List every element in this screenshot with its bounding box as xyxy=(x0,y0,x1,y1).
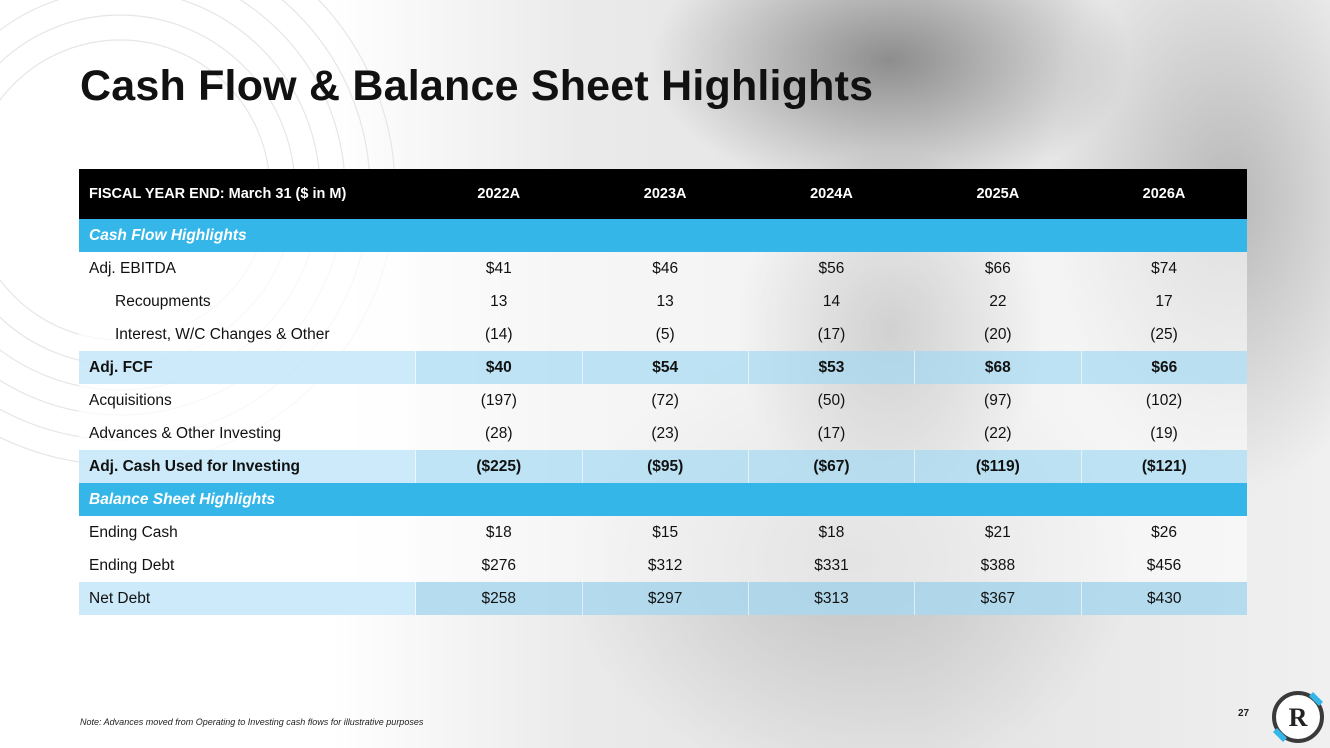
row-label: Acquisitions xyxy=(79,384,416,417)
cell-value: 14 xyxy=(748,285,915,318)
brand-logo-icon: R xyxy=(1272,691,1324,743)
cell-value: (19) xyxy=(1081,417,1247,450)
cell-value: ($67) xyxy=(747,450,915,483)
cell-value: $68 xyxy=(914,351,1082,384)
cell-value: $18 xyxy=(415,516,582,549)
cell-value: $297 xyxy=(581,582,749,615)
cell-value: ($95) xyxy=(581,450,749,483)
cell-value: (25) xyxy=(1081,318,1247,351)
header-2023a: 2023A xyxy=(582,169,749,219)
table-row-total: Adj. FCF $40 $54 $53 $68 $66 xyxy=(79,351,1247,384)
cell-value: (14) xyxy=(415,318,582,351)
section-label: Balance Sheet Highlights xyxy=(79,483,1247,516)
cell-value: (28) xyxy=(415,417,582,450)
row-label: Ending Cash xyxy=(79,516,416,549)
section-cash-flow: Cash Flow Highlights xyxy=(79,219,1247,252)
cell-value: (22) xyxy=(914,417,1082,450)
row-label: Net Debt xyxy=(79,582,416,615)
cell-value: ($121) xyxy=(1080,450,1247,483)
row-label: Adj. EBITDA xyxy=(79,252,416,285)
cell-value: $41 xyxy=(415,252,582,285)
cell-value: $313 xyxy=(747,582,915,615)
cell-value: $66 xyxy=(914,252,1082,285)
cell-value: $40 xyxy=(415,351,582,384)
cell-value: (23) xyxy=(582,417,749,450)
table-row: Adj. EBITDA $41 $46 $56 $66 $74 xyxy=(79,252,1247,285)
cell-value: ($119) xyxy=(914,450,1082,483)
row-label: Interest, W/C Changes & Other xyxy=(79,318,416,351)
page-title: Cash Flow & Balance Sheet Highlights xyxy=(80,62,874,110)
cell-value: $388 xyxy=(914,549,1082,582)
cell-value: 17 xyxy=(1081,285,1247,318)
header-2022a: 2022A xyxy=(415,169,582,219)
table-row: Interest, W/C Changes & Other (14) (5) (… xyxy=(79,318,1247,351)
cell-value: 13 xyxy=(582,285,749,318)
row-label: Advances & Other Investing xyxy=(79,417,416,450)
cell-value: (102) xyxy=(1081,384,1247,417)
row-label: Adj. Cash Used for Investing xyxy=(79,450,416,483)
table-row-net-debt: Net Debt $258 $297 $313 $367 $430 xyxy=(79,582,1247,615)
header-fiscal-year: FISCAL YEAR END: March 31 ($ in M) xyxy=(79,169,416,219)
header-2026a: 2026A xyxy=(1081,169,1247,219)
section-label: Cash Flow Highlights xyxy=(79,219,1247,252)
row-label: Ending Debt xyxy=(79,549,416,582)
logo-letter: R xyxy=(1289,703,1308,732)
header-2025a: 2025A xyxy=(914,169,1082,219)
cell-value: (17) xyxy=(748,318,915,351)
footnote: Note: Advances moved from Operating to I… xyxy=(80,717,424,727)
cell-value: (50) xyxy=(748,384,915,417)
cell-value: $56 xyxy=(748,252,915,285)
cell-value: 13 xyxy=(415,285,582,318)
cell-value: (20) xyxy=(914,318,1082,351)
cell-value: $66 xyxy=(1080,351,1247,384)
cell-value: (5) xyxy=(582,318,749,351)
table-header-row: FISCAL YEAR END: March 31 ($ in M) 2022A… xyxy=(79,169,1247,219)
row-label: Adj. FCF xyxy=(79,351,416,384)
cell-value: (17) xyxy=(748,417,915,450)
table-row-total: Adj. Cash Used for Investing ($225) ($95… xyxy=(79,450,1247,483)
table-row: Ending Cash $18 $15 $18 $21 $26 xyxy=(79,516,1247,549)
cell-value: 22 xyxy=(914,285,1082,318)
cell-value: $21 xyxy=(914,516,1082,549)
cell-value: $312 xyxy=(582,549,749,582)
header-2024a: 2024A xyxy=(748,169,915,219)
table-row: Recoupments 13 13 14 22 17 xyxy=(79,285,1247,318)
page-number: 27 xyxy=(1238,708,1250,719)
cell-value: $367 xyxy=(914,582,1082,615)
table-row: Acquisitions (197) (72) (50) (97) (102) xyxy=(79,384,1247,417)
financial-table: FISCAL YEAR END: March 31 ($ in M) 2022A… xyxy=(79,169,1247,615)
cell-value: $15 xyxy=(582,516,749,549)
cell-value: $331 xyxy=(748,549,915,582)
cell-value: $26 xyxy=(1081,516,1247,549)
row-label: Recoupments xyxy=(79,285,416,318)
cell-value: ($225) xyxy=(415,450,582,483)
cell-value: $53 xyxy=(747,351,915,384)
cell-value: $74 xyxy=(1081,252,1247,285)
cell-value: (72) xyxy=(582,384,749,417)
table-row: Advances & Other Investing (28) (23) (17… xyxy=(79,417,1247,450)
cell-value: $456 xyxy=(1081,549,1247,582)
cell-value: $276 xyxy=(415,549,582,582)
cell-value: $54 xyxy=(581,351,749,384)
cell-value: $430 xyxy=(1080,582,1247,615)
cell-value: (197) xyxy=(415,384,582,417)
section-balance-sheet: Balance Sheet Highlights xyxy=(79,483,1247,516)
cell-value: $46 xyxy=(582,252,749,285)
cell-value: (97) xyxy=(914,384,1082,417)
table-row: Ending Debt $276 $312 $331 $388 $456 xyxy=(79,549,1247,582)
cell-value: $18 xyxy=(748,516,915,549)
cell-value: $258 xyxy=(415,582,582,615)
